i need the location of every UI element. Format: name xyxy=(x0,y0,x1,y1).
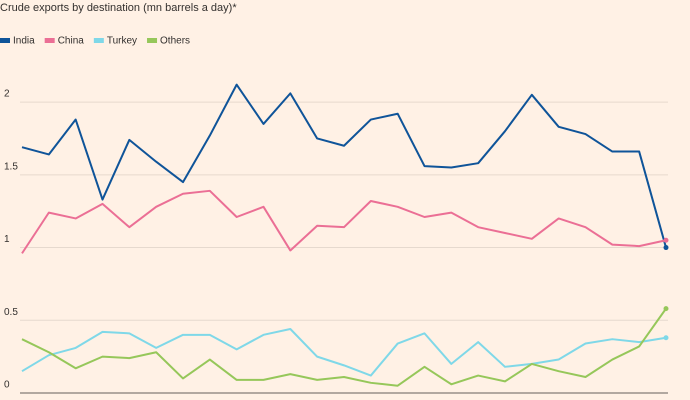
chart-title: Crude exports by destination (mn barrels… xyxy=(0,2,237,14)
legend-label: Turkey xyxy=(107,36,137,47)
legend-label: China xyxy=(58,36,85,47)
end-marker xyxy=(663,306,669,312)
y-tick-label: 1.5 xyxy=(4,161,18,172)
legend-swatch xyxy=(93,38,104,43)
y-tick-label: 0 xyxy=(4,380,10,391)
end-marker xyxy=(663,237,669,243)
y-tick-label: 1 xyxy=(4,234,10,245)
legend-swatch xyxy=(0,38,10,43)
series-line xyxy=(21,308,667,387)
series-line xyxy=(21,83,667,248)
series-line xyxy=(21,328,667,377)
legend-swatch xyxy=(147,38,158,43)
end-marker xyxy=(663,245,669,251)
end-marker xyxy=(663,335,669,341)
legend-label: Others xyxy=(160,36,190,47)
y-tick-label: 2 xyxy=(4,89,10,100)
legend-swatch xyxy=(44,38,55,43)
legend-label: India xyxy=(13,36,35,47)
y-tick-label: 0.5 xyxy=(4,307,18,318)
series-line xyxy=(21,189,667,254)
